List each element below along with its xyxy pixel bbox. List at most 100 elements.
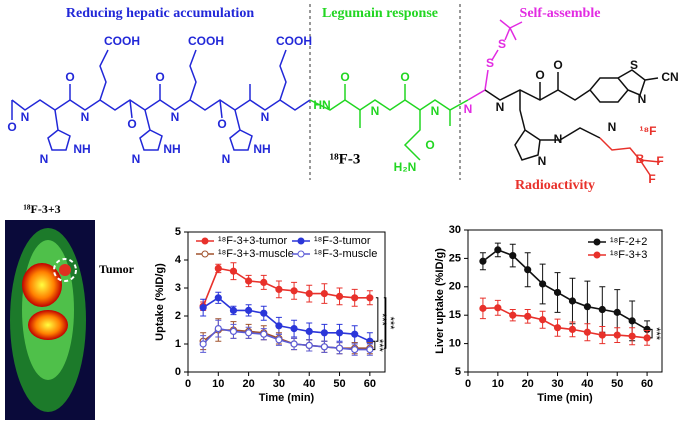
data-point	[199, 340, 207, 348]
tumor-label: Tumor	[99, 262, 135, 276]
atom: N	[371, 104, 380, 118]
atom: N	[538, 154, 547, 168]
data-point	[553, 288, 562, 297]
data-point	[260, 330, 268, 338]
atom: N	[431, 104, 440, 118]
legend-marker	[201, 237, 209, 245]
data-point	[351, 294, 359, 302]
compound-label: ¹⁸F-3	[330, 151, 361, 167]
atom: O	[127, 117, 136, 131]
atom: COOH	[276, 34, 312, 48]
data-point	[260, 309, 268, 317]
data-point	[568, 297, 577, 305]
atoms: S S N	[464, 37, 506, 116]
x-tick-label: 40	[303, 378, 315, 390]
y-tick-label: 10	[449, 338, 461, 350]
data-point	[335, 344, 344, 352]
data-point	[628, 332, 636, 340]
significance-label: ***	[376, 313, 388, 327]
data-point	[613, 331, 621, 339]
x-tick-label: 20	[522, 378, 534, 390]
significance-label: ***	[373, 339, 385, 353]
atom: NH	[73, 142, 90, 156]
atom: N	[638, 92, 647, 106]
atom: F	[648, 172, 655, 186]
data-point	[494, 246, 502, 254]
data-point	[509, 251, 517, 260]
series-line	[202, 296, 371, 342]
data-point	[598, 305, 606, 314]
atom: COOH	[104, 34, 140, 48]
atom: H₂N	[394, 160, 417, 174]
atom: O	[425, 138, 434, 152]
data-point	[229, 327, 238, 335]
legend-label: ¹⁸F-3+3	[610, 249, 647, 261]
atom: O	[155, 70, 164, 84]
atom: CN	[661, 70, 678, 84]
atoms: COOH COOH COOH NH NH NH N N N O O O O O …	[7, 34, 312, 166]
section-title: Self-assemble	[520, 6, 601, 21]
significance-label: ***	[384, 317, 396, 331]
x-tick-label: 40	[581, 378, 593, 390]
atom: S	[498, 37, 506, 51]
legend-label: ¹⁸F-3-muscle	[314, 248, 377, 260]
data-point	[290, 340, 298, 348]
y-axis-label: Liver uptake (%ID/g)	[434, 248, 446, 354]
pet-hotspot	[28, 310, 68, 340]
series-line	[482, 248, 648, 331]
data-point	[245, 306, 253, 314]
data-point	[320, 343, 328, 351]
data-point	[260, 278, 268, 286]
atom: N	[261, 110, 270, 124]
legend-marker	[201, 250, 209, 258]
data-point	[214, 325, 222, 333]
structure: Reducing hepatic accumulation Legumain r…	[7, 4, 679, 193]
significance-label: ***	[650, 327, 662, 341]
legend-marker	[593, 238, 601, 246]
atom: N	[21, 110, 30, 124]
atom: HN	[313, 98, 330, 112]
atom: NH	[163, 142, 180, 156]
data-point	[275, 336, 283, 344]
atoms: HN N N O O O H₂N	[313, 70, 439, 174]
atoms: ¹⁸F B F F	[636, 124, 664, 186]
x-tick-label: 30	[273, 378, 285, 390]
data-point	[366, 294, 374, 302]
data-point	[524, 312, 532, 320]
data-point	[366, 346, 374, 354]
data-point	[539, 316, 547, 324]
x-tick-label: 30	[551, 378, 563, 390]
pet-hotspot	[59, 264, 71, 276]
atom: NH	[253, 142, 270, 156]
y-tick-label: 5	[455, 366, 461, 378]
data-point	[305, 327, 313, 335]
data-point	[643, 334, 651, 342]
y-axis-label: Uptake (%ID/g)	[154, 263, 166, 341]
y-tick-label: 0	[175, 366, 181, 378]
atom: N	[40, 152, 49, 166]
x-tick-label: 60	[641, 378, 653, 390]
series-line	[202, 327, 370, 351]
atom: S	[630, 58, 638, 72]
data-point	[509, 311, 517, 319]
atom: F	[656, 154, 663, 168]
y-tick-label: 25	[449, 252, 461, 264]
atom: COOH	[188, 34, 224, 48]
data-point	[320, 329, 328, 337]
atom: N	[132, 152, 141, 166]
x-tick-label: 60	[364, 378, 376, 390]
radioactivity-label: Radioactivity	[515, 178, 595, 193]
y-tick-label: 3	[175, 282, 181, 294]
data-point	[199, 304, 207, 312]
data-point	[479, 304, 487, 312]
pet-hotspot	[22, 263, 62, 307]
significance-bracket	[650, 328, 653, 339]
data-point	[351, 346, 359, 354]
legend-label: ¹⁸F-2+2	[610, 236, 647, 248]
atom: B	[636, 152, 645, 166]
atom: O	[65, 70, 74, 84]
atom: N	[554, 132, 563, 146]
data-point	[613, 308, 621, 316]
data-point	[494, 304, 502, 312]
